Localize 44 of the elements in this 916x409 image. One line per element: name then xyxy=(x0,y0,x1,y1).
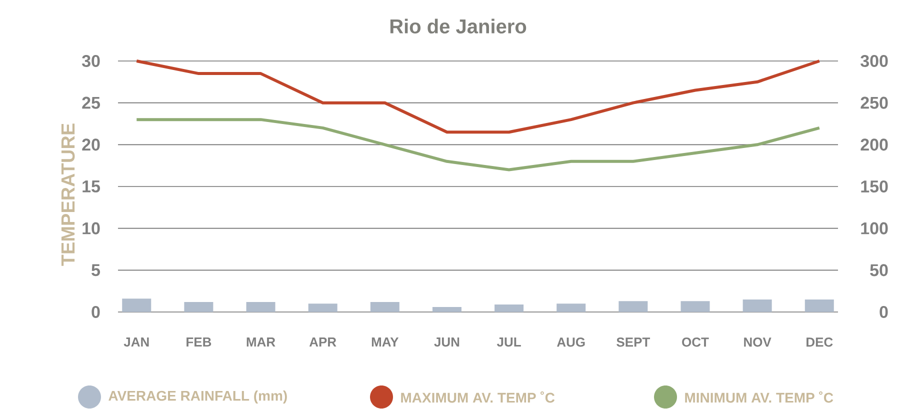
bar xyxy=(308,304,338,312)
legend-label: MINIMUM AV. TEMP ˚C xyxy=(685,391,834,403)
y-tick-label: 0 xyxy=(92,306,100,318)
bar xyxy=(184,302,214,312)
x-tick-label: AUG xyxy=(556,338,585,347)
y2-tick-label: 50 xyxy=(870,264,888,276)
legend-label: MAXIMUM AV. TEMP ˚C xyxy=(401,391,555,403)
bar xyxy=(246,302,276,312)
x-tick-label: JUN xyxy=(434,338,460,347)
chart-title: Rio de Janiero xyxy=(390,18,526,34)
bar xyxy=(370,302,400,312)
x-tick-label: OCT xyxy=(682,338,709,347)
x-tick-label: NOV xyxy=(744,338,772,347)
bar xyxy=(804,299,834,312)
y2-tick-label: 200 xyxy=(860,138,888,151)
y2-tick-label: 300 xyxy=(860,54,888,68)
bar xyxy=(618,301,648,312)
y-tick-label: 15 xyxy=(82,180,100,192)
line-series xyxy=(135,60,821,134)
bar xyxy=(494,304,524,312)
x-tick-label: JAN xyxy=(124,338,149,347)
y2-tick-label: 0 xyxy=(880,306,888,318)
bar xyxy=(122,298,152,312)
bar xyxy=(432,306,462,312)
y-axis-title: TEMPERATURE xyxy=(61,124,75,266)
y-tick-label: 30 xyxy=(82,54,100,68)
x-tick-label: MAY xyxy=(372,338,399,346)
y-tick-label: 5 xyxy=(92,264,100,276)
y2-tick-label: 150 xyxy=(861,180,888,193)
bar xyxy=(556,304,586,312)
x-tick-label: JUL xyxy=(496,338,521,347)
x-tick-label: DEC xyxy=(806,338,833,347)
x-tick-label: MAR xyxy=(246,338,276,346)
y-tick-label: 10 xyxy=(82,222,100,234)
y-tick-label: 20 xyxy=(82,138,100,151)
y2-tick-label: 100 xyxy=(861,222,888,234)
bar xyxy=(742,299,772,312)
x-tick-label: FEB xyxy=(186,338,212,346)
bar xyxy=(680,301,710,312)
y2-tick-label: 250 xyxy=(860,96,888,109)
x-tick-label: SEPT xyxy=(616,338,650,347)
y-tick-label: 25 xyxy=(82,96,100,109)
x-tick-label: APR xyxy=(309,338,336,346)
legend-label: AVERAGE RAINFALL (mm) xyxy=(108,390,287,404)
